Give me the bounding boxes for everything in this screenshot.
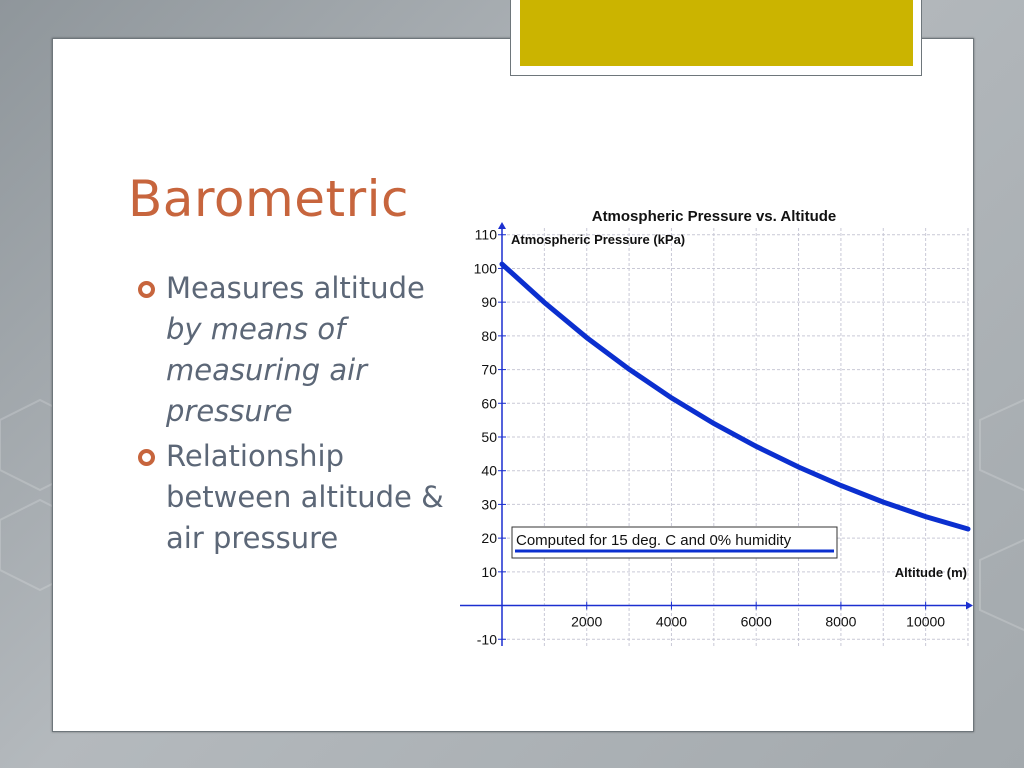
x-tick-label: 8000 bbox=[825, 614, 856, 630]
bullet-marker-icon bbox=[138, 281, 155, 298]
y-tick-label: 10 bbox=[481, 564, 497, 580]
y-tick-label: 20 bbox=[481, 530, 497, 546]
bullet-list: Measures altitude by means of measuring … bbox=[138, 268, 468, 563]
y-tick-label: 90 bbox=[481, 294, 497, 310]
bullet-italic-text: by means of measuring air pressure bbox=[166, 312, 368, 428]
y-tick-label: 60 bbox=[481, 395, 497, 411]
y-tick-label: 100 bbox=[474, 260, 498, 276]
y-tick-label: 50 bbox=[481, 429, 497, 445]
bullet-item: Measures altitude by means of measuring … bbox=[138, 268, 468, 432]
chart-axes bbox=[460, 222, 973, 646]
pressure-curve bbox=[499, 261, 971, 532]
chart-ticks: -10 10 20 30 40 50 60 70 80 90 100 110 2000 4000 6000 8… bbox=[474, 227, 946, 648]
y-tick-label: 70 bbox=[481, 362, 497, 378]
bullet-item: Relationship between altitude & air pres… bbox=[138, 436, 468, 559]
x-tick-label: 10000 bbox=[906, 614, 945, 630]
y-axis-arrow-icon bbox=[498, 222, 506, 229]
x-axis-arrow-icon bbox=[966, 601, 973, 610]
accent-block bbox=[520, 0, 913, 66]
y-tick-label: 110 bbox=[475, 227, 498, 243]
x-axis-label: Altitude (m) bbox=[895, 565, 967, 580]
legend-label: Computed for 15 deg. C and 0% humidity bbox=[516, 532, 792, 549]
chart-grid bbox=[502, 228, 969, 646]
x-tick-label: 2000 bbox=[571, 614, 602, 630]
bullet-text: Measures altitude bbox=[166, 271, 425, 305]
y-tick-label: 30 bbox=[481, 496, 497, 512]
y-axis-label: Atmospheric Pressure (kPa) bbox=[511, 232, 685, 247]
slide-title: Barometric bbox=[128, 170, 410, 228]
legend-box bbox=[511, 526, 838, 559]
bullet-text: Relationship between altitude & air pres… bbox=[166, 439, 444, 555]
x-tick-label: 4000 bbox=[656, 614, 687, 630]
y-tick-label: -10 bbox=[477, 631, 497, 647]
y-tick-label: 40 bbox=[481, 463, 497, 479]
pressure-altitude-chart: Atmospheric Pressure vs. Altitude Atmosp… bbox=[460, 208, 973, 648]
chart-title: Atmospheric Pressure vs. Altitude bbox=[592, 208, 837, 225]
bullet-marker-icon bbox=[138, 449, 155, 466]
x-tick-label: 6000 bbox=[741, 614, 772, 630]
chart-legend: Computed for 15 deg. C and 0% humidity bbox=[511, 526, 838, 559]
y-tick-label: 80 bbox=[481, 328, 497, 344]
